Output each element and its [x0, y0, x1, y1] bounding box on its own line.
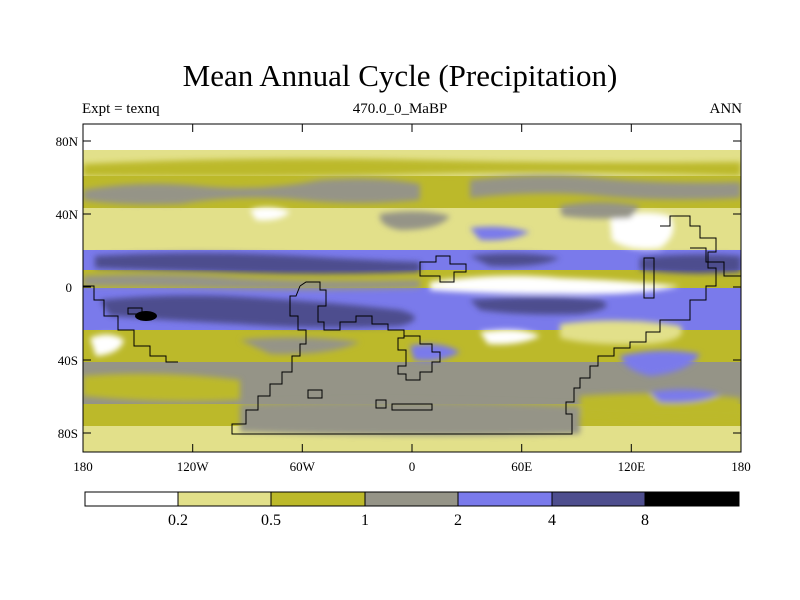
olive-equator-grey — [83, 274, 420, 290]
continent-west-left — [83, 285, 178, 363]
white-patch-south-pacific — [90, 334, 124, 356]
lon-label-60e: 60E — [511, 459, 532, 474]
colorbar-label-5: 8 — [641, 512, 649, 529]
continent-equatorial-north — [419, 255, 467, 283]
continent-west-coast — [231, 215, 717, 435]
season-label: ANN — [709, 101, 743, 117]
continent-outlines — [83, 215, 741, 435]
itcz-dark-core-north — [95, 253, 420, 274]
map-fields — [83, 124, 741, 452]
blue-southern-ocean — [650, 389, 720, 403]
blue-south-indian — [620, 350, 700, 376]
lat-ticks — [83, 124, 741, 452]
lat-label-40s: 40S — [58, 353, 78, 368]
island-south-1 — [375, 399, 387, 409]
dark-southeast — [470, 297, 607, 315]
continent-east-block — [643, 257, 655, 299]
olive-band-north — [83, 158, 741, 177]
grey-storm-track-north — [83, 178, 420, 205]
colorbar-box-4 — [457, 491, 553, 507]
precip-blobs — [83, 158, 741, 436]
colorbar-label-2: 1 — [361, 512, 369, 529]
white-patch-asia — [610, 212, 674, 249]
lat-label-80s: 80S — [58, 426, 78, 441]
colorbar-label-3: 2 — [454, 512, 462, 529]
colorbar-box-6 — [644, 491, 740, 507]
white-patch-north-pacific — [250, 207, 290, 221]
colorbar-box-1 — [177, 491, 272, 507]
colorbar-label-4: 4 — [548, 512, 556, 529]
island-south-2 — [391, 403, 433, 411]
grey-patch-east-asia — [560, 202, 640, 219]
itcz-dark-east — [640, 254, 741, 274]
itcz-dark-core-south — [100, 295, 415, 328]
period-label: 470.0_0_MaBP — [352, 101, 448, 117]
island-south-3 — [307, 389, 323, 399]
lat-label-40n: 40N — [56, 207, 79, 222]
colorbar-box-3 — [364, 491, 459, 507]
colorbar-label-1: 0.5 — [261, 512, 281, 529]
lon-label-0: 0 — [409, 459, 416, 474]
lon-label-120w: 120W — [177, 459, 210, 474]
dark-max-spot — [135, 311, 157, 321]
lon-label-180-right: 180 — [731, 459, 751, 474]
colorbar — [84, 491, 740, 507]
white-equator-east — [430, 275, 680, 295]
chart-title: Mean Annual Cycle (Precipitation) — [182, 58, 618, 93]
white-patch-south-africa — [480, 329, 540, 345]
lon-label-120e: 120E — [618, 459, 646, 474]
experiment-label: Expt = texnq — [82, 101, 160, 117]
blue-patch-north-central — [470, 226, 530, 241]
olive-south-west — [83, 373, 240, 402]
blue-east-segment — [470, 253, 560, 267]
colorbar-box-5 — [551, 491, 646, 507]
continent-east-edge — [690, 247, 741, 277]
colorbar-label-0: 0.2 — [168, 512, 188, 529]
lat-label-0: 0 — [66, 280, 73, 295]
colorbar-box-0 — [84, 491, 179, 507]
grey-patch-midatlantic — [379, 211, 450, 230]
island-ocean-1 — [127, 307, 143, 315]
white-patch-south-east — [560, 320, 682, 345]
grey-storm-track-north-east — [470, 175, 741, 200]
lon-label-180-left: 180 — [73, 459, 93, 474]
colorbar-box-2 — [270, 491, 366, 507]
continent-west — [299, 281, 441, 381]
grey-polar-south — [240, 401, 580, 436]
lat-label-80n: 80N — [56, 134, 79, 149]
lon-label-60w: 60W — [290, 459, 316, 474]
